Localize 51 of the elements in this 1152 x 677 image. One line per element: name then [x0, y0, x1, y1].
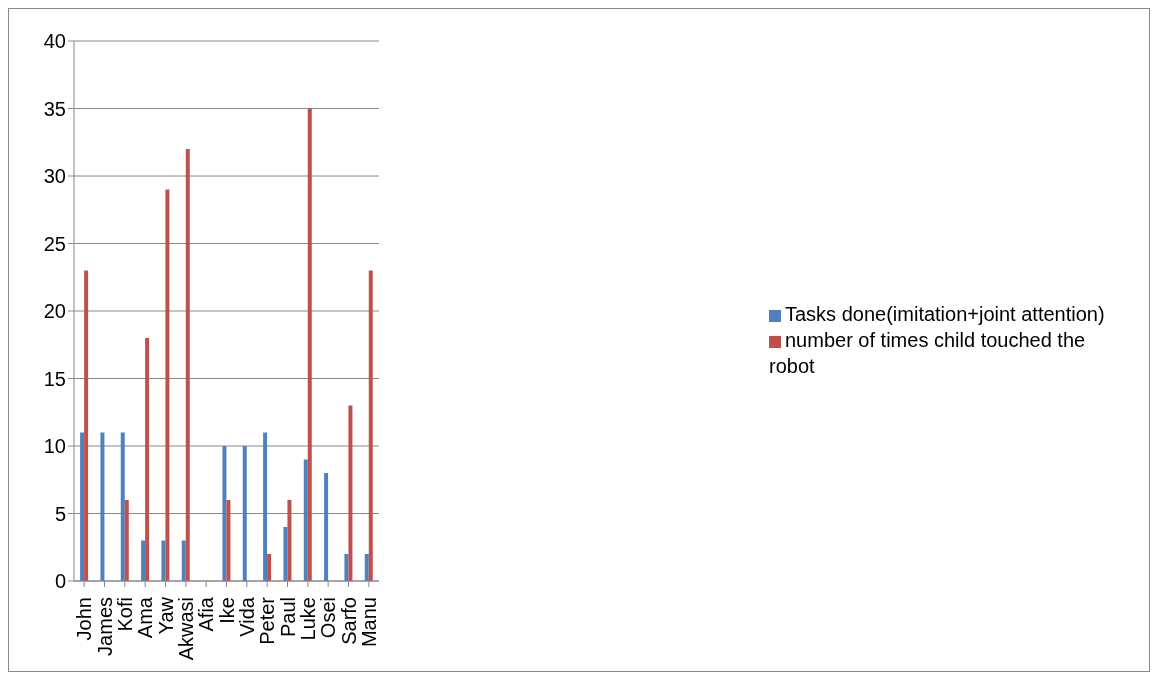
- x-tick-label: Kofi: [113, 597, 136, 632]
- bar: [120, 432, 125, 581]
- bar: [161, 540, 166, 581]
- x-tick-label: Luke: [296, 597, 319, 641]
- y-tick-label: 40: [43, 30, 66, 53]
- y-tick-label: 20: [43, 300, 66, 323]
- bar: [141, 540, 146, 581]
- bar: [181, 540, 186, 581]
- x-tick-label: Peter: [256, 596, 279, 645]
- y-tick-label: 5: [54, 502, 66, 525]
- bar: [263, 432, 268, 581]
- x-tick-label: Akwasi: [174, 597, 197, 661]
- bar: [185, 149, 190, 581]
- x-tick-label: Osei: [317, 597, 340, 639]
- bar: [145, 338, 150, 581]
- y-tick-label: 30: [43, 165, 66, 188]
- bar: [303, 459, 308, 581]
- x-tick-label: James: [93, 597, 116, 656]
- y-tick-label: 0: [54, 570, 66, 593]
- bar: [100, 432, 105, 581]
- bar: [84, 270, 89, 581]
- bar: [222, 446, 227, 581]
- x-tick-label: Manu: [357, 597, 380, 648]
- x-tick-label: Sarfo: [337, 597, 360, 645]
- bar: [283, 527, 288, 581]
- x-tick-label: Afia: [195, 596, 218, 632]
- bar: [348, 405, 353, 581]
- x-tick-label: Vida: [235, 596, 258, 637]
- y-tick-label: 25: [43, 232, 66, 255]
- bar: [226, 500, 231, 581]
- bar: [287, 500, 292, 581]
- bar: [124, 500, 129, 581]
- x-tick-label: Ama: [134, 596, 157, 639]
- y-tick-label: 10: [43, 435, 66, 458]
- x-tick-label: Ike: [215, 597, 238, 624]
- bar: [344, 554, 349, 581]
- legend-label: Tasks done(imitation+joint attention): [785, 303, 1105, 325]
- x-tick-label: Yaw: [154, 596, 177, 635]
- y-tick-label: 15: [43, 367, 66, 390]
- bar: [165, 189, 170, 581]
- bar: [324, 473, 329, 581]
- x-tick-label: John: [73, 597, 96, 641]
- x-tick-label: Paul: [276, 597, 299, 638]
- bar: [307, 108, 312, 581]
- y-tick-label: 35: [43, 97, 66, 120]
- bar: [242, 446, 247, 581]
- bar: [364, 554, 369, 581]
- bar: [267, 554, 272, 581]
- legend-label: number of times child touched the robot: [769, 329, 1086, 377]
- bar: [80, 432, 85, 581]
- bar: [368, 270, 373, 581]
